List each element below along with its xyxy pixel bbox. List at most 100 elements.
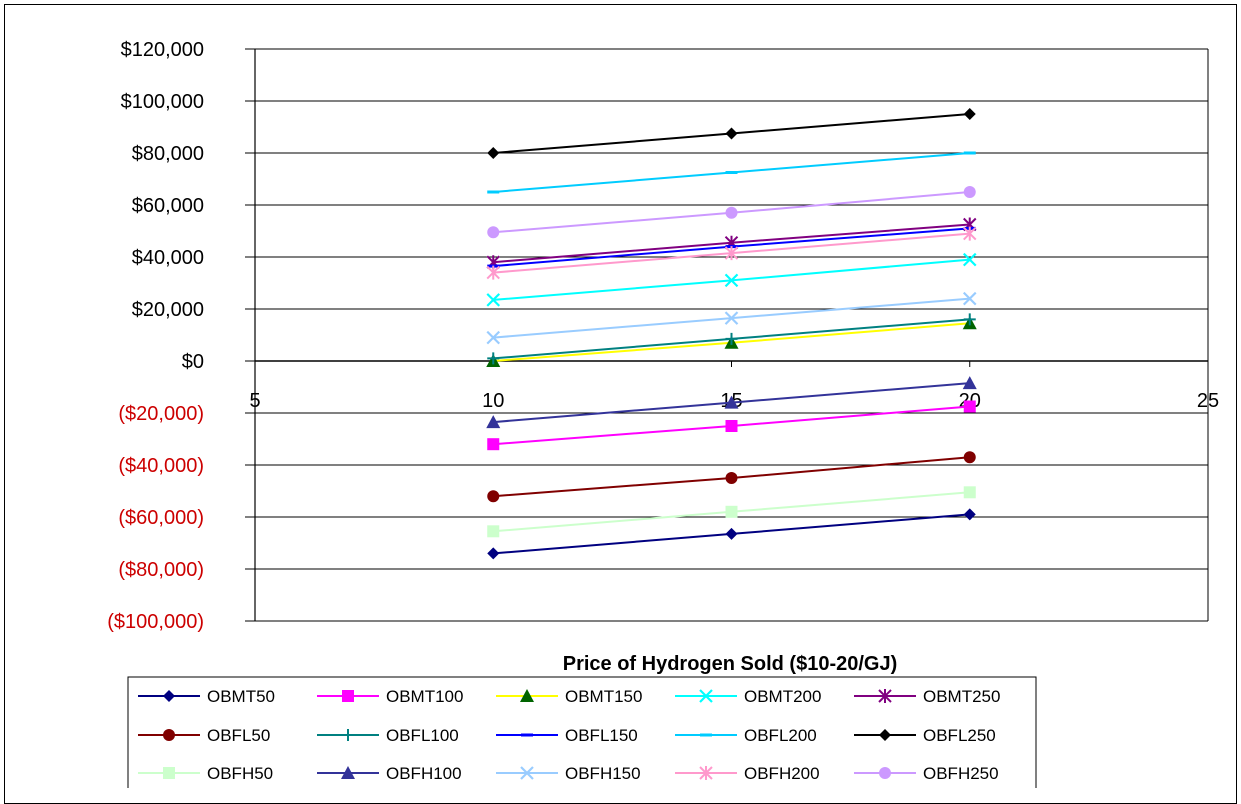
legend-item-obfl100: OBFL100 xyxy=(317,726,459,745)
data-point xyxy=(963,151,976,155)
legend-swatch-marker xyxy=(699,689,713,703)
data-point xyxy=(963,108,976,120)
y-axis-tick-labels: $120,000 $100,000 $80,000 $60,000 $40,000 $20… xyxy=(107,39,204,633)
series-obfl100 xyxy=(487,313,976,365)
legend-label: OBFH50 xyxy=(207,764,273,783)
legend-swatch-marker xyxy=(699,766,713,780)
data-point xyxy=(962,291,977,306)
legend-swatch-marker xyxy=(520,766,534,780)
y-tick-label: ($100,000) xyxy=(107,611,204,633)
legend-label: OBMT200 xyxy=(744,687,821,706)
legend-item-obfl50: OBFL50 xyxy=(138,726,270,745)
series-obmt200 xyxy=(486,252,977,307)
data-point xyxy=(486,265,500,280)
legend-label: OBFH150 xyxy=(565,764,641,783)
data-point xyxy=(963,400,976,413)
legend-label: OBFL250 xyxy=(923,726,996,745)
legend-swatch-marker xyxy=(521,733,533,737)
data-point xyxy=(725,420,738,432)
data-point xyxy=(725,505,738,518)
series-obfl200 xyxy=(487,151,976,194)
y-tick-label: $0 xyxy=(182,351,204,373)
legend-label: OBFH200 xyxy=(744,764,820,783)
legend-label: OBFL50 xyxy=(207,726,270,745)
legend-swatch-marker xyxy=(879,767,891,779)
legend-swatch-marker xyxy=(700,733,712,737)
legend-label: OBFL200 xyxy=(744,726,817,745)
series-obfh100 xyxy=(486,376,977,429)
legend-label: OBFL100 xyxy=(386,726,459,745)
data-point xyxy=(487,190,500,194)
data-point xyxy=(724,273,739,288)
legend-swatch-marker xyxy=(342,729,354,741)
legend-label: OBMT100 xyxy=(386,687,463,706)
y-tick-label: $60,000 xyxy=(132,195,204,217)
series-group xyxy=(486,108,977,560)
legend-swatch-marker xyxy=(520,689,534,702)
legend-label: OBMT250 xyxy=(923,687,1000,706)
data-point xyxy=(487,490,500,503)
legend-item-obfl150: OBFL150 xyxy=(496,726,638,745)
legend-item-obmt100: OBMT100 xyxy=(317,687,463,706)
legend-swatch-marker xyxy=(163,690,175,702)
x-axis-title: Price of Hydrogen Sold ($10-20/GJ) xyxy=(563,653,898,675)
legend-label: OBFH250 xyxy=(923,764,999,783)
legend-item-obfl250: OBFL250 xyxy=(854,726,996,745)
y-tick-label: $20,000 xyxy=(132,299,204,321)
data-point xyxy=(725,127,738,140)
y-tick-label: ($40,000) xyxy=(118,455,204,477)
legend-label: OBFH100 xyxy=(386,764,462,783)
data-point xyxy=(963,226,977,241)
legend-item-obfh250: OBFH250 xyxy=(854,764,999,783)
series-obfl50 xyxy=(487,451,976,503)
data-point xyxy=(724,311,739,325)
x-tick-label: 10 xyxy=(482,390,504,412)
x-tick-label: 25 xyxy=(1197,390,1219,412)
plot-area xyxy=(254,49,1209,621)
data-point xyxy=(725,472,738,484)
legend-label: OBMT50 xyxy=(207,687,275,706)
data-point xyxy=(487,525,500,538)
series-obmt100 xyxy=(487,400,976,451)
legend-label: OBMT150 xyxy=(565,687,642,706)
gridlines xyxy=(245,48,1208,622)
data-point xyxy=(725,332,738,345)
legend-swatch-marker xyxy=(163,767,175,779)
legend-item-obfh150: OBFH150 xyxy=(496,764,641,783)
data-point xyxy=(963,508,976,521)
series-obfh150 xyxy=(486,291,977,345)
legend-swatch-marker xyxy=(879,729,891,741)
legend-item-obfh50: OBFH50 xyxy=(138,764,273,783)
data-point xyxy=(725,206,738,219)
legend-item-obmt200: OBMT200 xyxy=(675,687,821,706)
data-point xyxy=(486,330,501,345)
series-obfl250 xyxy=(487,108,976,159)
data-point xyxy=(487,147,500,159)
y-tick-label: ($20,000) xyxy=(118,403,204,425)
y-tick-label: ($80,000) xyxy=(118,559,204,581)
data-point xyxy=(963,313,976,326)
legend-item-obfh100: OBFH100 xyxy=(317,764,462,783)
data-point xyxy=(962,376,977,390)
legend-item-obfh200: OBFH200 xyxy=(675,764,820,783)
y-tick-label: ($60,000) xyxy=(118,507,204,529)
data-point xyxy=(725,171,738,174)
series-obfh200 xyxy=(486,226,977,280)
legend-item-obfl200: OBFL200 xyxy=(675,726,817,745)
legend-item-obmt50: OBMT50 xyxy=(138,687,275,706)
legend-swatch-marker xyxy=(341,766,355,779)
data-point xyxy=(963,486,976,499)
legend-swatch-marker xyxy=(163,729,175,741)
y-tick-label: $40,000 xyxy=(132,247,204,269)
data-point xyxy=(963,186,976,198)
legend-swatch-marker xyxy=(878,689,892,703)
data-point xyxy=(487,226,500,239)
legend-item-obmt250: OBMT250 xyxy=(854,687,1000,706)
data-point xyxy=(963,451,976,464)
data-point xyxy=(487,352,500,365)
data-point xyxy=(962,252,977,267)
data-point xyxy=(724,246,739,261)
y-tick-label: $80,000 xyxy=(132,143,204,165)
legend-item-obmt150: OBMT150 xyxy=(496,687,642,706)
